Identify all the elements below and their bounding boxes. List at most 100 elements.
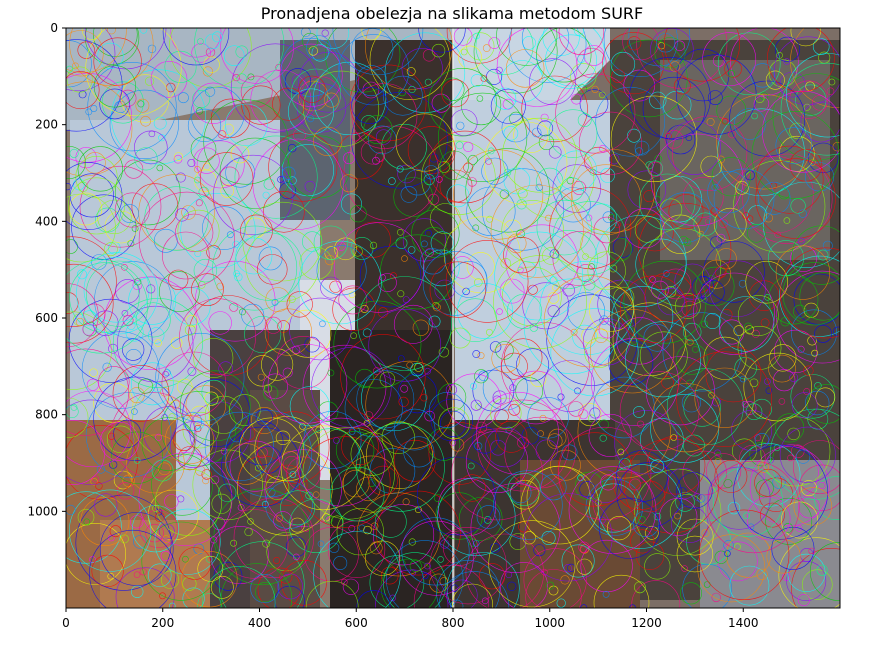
keypoint-circle xyxy=(238,420,284,466)
keypoint-circle xyxy=(303,410,362,469)
keypoint-circle xyxy=(125,323,144,342)
keypoint-circle xyxy=(193,258,218,283)
keypoint-circle xyxy=(487,147,495,155)
keypoint-circle xyxy=(369,555,425,608)
keypoint-circle xyxy=(211,31,223,43)
keypoint-circle xyxy=(540,474,567,501)
keypoint-circle xyxy=(749,446,830,527)
keypoint-circle xyxy=(649,91,667,109)
keypoint-circle xyxy=(178,547,212,580)
keypoint-circle xyxy=(717,541,758,582)
keypoint-circle xyxy=(365,540,401,576)
keypoint-circle xyxy=(342,469,370,498)
keypoint-circle xyxy=(616,462,682,528)
keypoint-circle xyxy=(92,475,100,483)
keypoint-circle xyxy=(628,28,691,67)
x-tick-label: 800 xyxy=(442,616,465,630)
keypoint-circle xyxy=(312,491,320,499)
keypoint-circle xyxy=(545,34,597,87)
keypoint-circle xyxy=(778,135,815,172)
keypoint-circle xyxy=(674,512,681,520)
keypoint-circle xyxy=(409,569,417,576)
keypoint-circle xyxy=(197,38,204,45)
keypoint-circle xyxy=(410,362,424,377)
keypoint-circle xyxy=(662,90,692,120)
keypoint-circle xyxy=(705,346,762,403)
keypoint-circle xyxy=(66,425,138,500)
keypoint-circle xyxy=(320,276,343,299)
keypoint-circle xyxy=(703,336,747,380)
keypoint-circle xyxy=(602,211,614,223)
keypoint-circle xyxy=(552,201,627,276)
keypoint-circle xyxy=(351,28,394,71)
keypoint-circle xyxy=(546,581,555,590)
keypoint-circle xyxy=(369,541,383,555)
keypoint-circle xyxy=(402,296,410,303)
keypoint-circle xyxy=(437,556,444,563)
keypoint-circle xyxy=(491,343,521,373)
keypoint-circle xyxy=(828,78,836,86)
keypoint-circle xyxy=(322,513,331,522)
keypoint-circle xyxy=(452,583,493,608)
keypoint-circle xyxy=(408,85,416,94)
keypoint-circle xyxy=(545,214,552,222)
keypoint-circle xyxy=(505,426,513,434)
keypoint-circle xyxy=(155,468,223,536)
keypoint-circle xyxy=(160,550,171,562)
keypoint-circle xyxy=(529,323,539,332)
keypoint-circle xyxy=(234,232,303,301)
keypoint-circle xyxy=(467,462,475,470)
keypoint-circle xyxy=(285,536,307,558)
keypoint-circle xyxy=(164,494,179,509)
keypoint-circle xyxy=(133,457,141,464)
keypoint-circle xyxy=(205,86,216,97)
keypoint-circle xyxy=(223,45,245,67)
y-axis: 0 200 400 600 800 1000 xyxy=(27,21,66,518)
keypoint-circle xyxy=(798,209,807,218)
keypoint-circle xyxy=(696,493,706,503)
keypoint-circle xyxy=(198,186,210,198)
keypoint-circle xyxy=(811,349,819,357)
x-tick-label: 200 xyxy=(151,616,174,630)
keypoint-circle xyxy=(682,322,702,342)
y-tick-label: 800 xyxy=(35,408,58,422)
keypoint-circle xyxy=(787,477,795,485)
keypoint-circle xyxy=(145,76,155,86)
keypoint-circle xyxy=(407,126,456,174)
keypoint-circle xyxy=(727,69,736,78)
keypoint-circle xyxy=(132,280,143,290)
keypoint-circle xyxy=(571,149,656,233)
keypoint-circle xyxy=(161,535,170,543)
keypoint-circle xyxy=(107,432,116,440)
keypoint-circle xyxy=(69,28,154,87)
keypoint-circle xyxy=(158,134,166,142)
keypoint-circle xyxy=(488,520,576,608)
keypoint-circle xyxy=(673,77,691,95)
keypoint-circle xyxy=(644,272,694,322)
keypoint-circle xyxy=(273,556,281,564)
keypoint-circle xyxy=(535,183,543,191)
keypoint-circle xyxy=(147,44,157,54)
keypoint-circle xyxy=(91,554,124,588)
keypoint-circle xyxy=(450,438,465,452)
keypoint-circle xyxy=(437,478,497,537)
keypoint-circle xyxy=(446,184,470,208)
keypoint-circle xyxy=(723,539,734,551)
keypoint-circle xyxy=(795,449,811,464)
keypoint-circle xyxy=(547,305,560,318)
keypoint-circle xyxy=(678,235,689,246)
keypoint-circle xyxy=(79,165,162,248)
keypoint-circle xyxy=(131,585,144,598)
keypoint-circle xyxy=(642,76,706,140)
keypoint-circle xyxy=(499,189,510,199)
keypoint-circle xyxy=(681,393,702,413)
keypoint-circle xyxy=(370,522,379,531)
keypoint-circle xyxy=(301,32,318,49)
keypoint-circle xyxy=(69,148,79,158)
keypoint-circle xyxy=(682,450,727,496)
keypoint-circle xyxy=(311,347,392,428)
keypoint-circle xyxy=(681,565,688,572)
keypoint-circle xyxy=(744,170,755,181)
keypoint-circle xyxy=(746,224,766,243)
keypoint-circle xyxy=(783,217,791,224)
